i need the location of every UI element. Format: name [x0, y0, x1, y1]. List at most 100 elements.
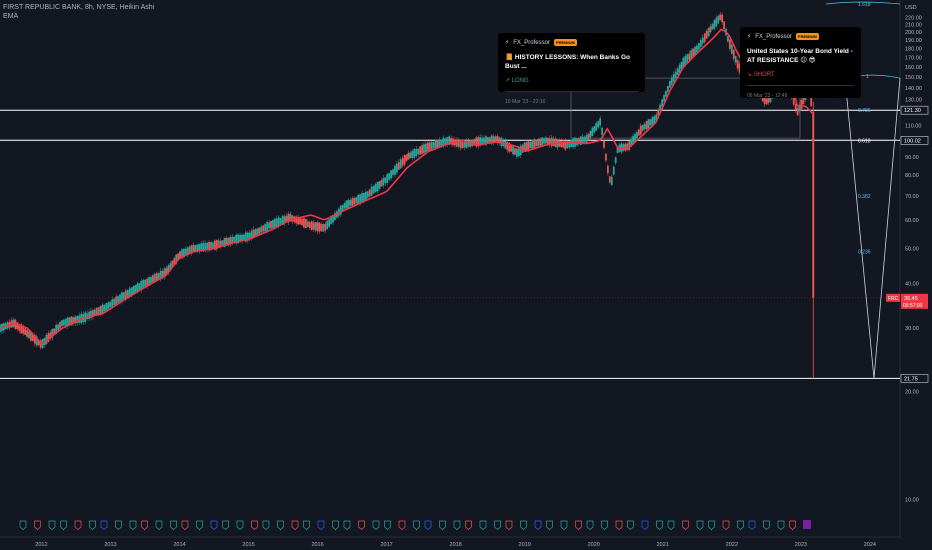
candle-body[interactable] [275, 218, 278, 227]
candle-body[interactable] [95, 308, 98, 316]
earnings-event-marker[interactable] [303, 520, 310, 530]
candle-body[interactable] [53, 328, 56, 335]
candle-body[interactable] [128, 288, 131, 297]
earnings-event-marker[interactable] [748, 520, 756, 530]
candle-body[interactable] [610, 176, 613, 186]
candle-body[interactable] [152, 275, 154, 283]
candle-body[interactable] [227, 237, 230, 245]
candle-body[interactable] [281, 215, 284, 225]
candle-body[interactable] [622, 144, 625, 151]
candle-body[interactable] [250, 230, 253, 240]
candle-body[interactable] [28, 331, 30, 339]
candle-body[interactable] [206, 242, 209, 251]
candle-body[interactable] [674, 71, 677, 78]
candle-body[interactable] [605, 153, 607, 161]
candle-body[interactable] [334, 213, 336, 221]
candle-body[interactable] [239, 234, 241, 242]
candle-body[interactable] [709, 26, 712, 33]
candle-body[interactable] [446, 137, 449, 145]
candle-body[interactable] [637, 129, 640, 136]
candle-body[interactable] [591, 127, 594, 136]
candle-body[interactable] [161, 270, 164, 277]
candle-body[interactable] [279, 218, 282, 224]
candle-body[interactable] [235, 234, 238, 244]
candle-body[interactable] [57, 324, 59, 331]
candle-body[interactable] [62, 319, 65, 326]
candle-body[interactable] [792, 97, 795, 105]
candle-body[interactable] [301, 218, 303, 226]
candle-body[interactable] [682, 57, 685, 67]
candle-body[interactable] [26, 329, 29, 337]
candle-body[interactable] [217, 240, 220, 248]
candle-body[interactable] [310, 221, 313, 231]
candle-body[interactable] [765, 98, 768, 105]
candle-body[interactable] [723, 21, 725, 30]
candle-body[interactable] [802, 97, 805, 105]
candle-body[interactable] [372, 185, 375, 194]
candle-body[interactable] [541, 137, 543, 146]
candle-body[interactable] [721, 14, 724, 23]
candle-body[interactable] [361, 193, 363, 203]
candle-body[interactable] [111, 299, 114, 307]
candle-body[interactable] [140, 280, 143, 291]
candle-body[interactable] [655, 114, 658, 121]
candle-body[interactable] [328, 219, 331, 227]
candle-body[interactable] [444, 138, 447, 145]
candle-body[interactable] [175, 254, 178, 264]
candle-body[interactable] [473, 139, 476, 146]
candle-body[interactable] [297, 216, 300, 225]
candle-body[interactable] [676, 68, 679, 75]
candle-body[interactable] [390, 170, 392, 179]
candle-body[interactable] [146, 278, 149, 286]
candle-body[interactable] [800, 99, 803, 110]
candle-body[interactable] [727, 35, 729, 42]
candle-body[interactable] [324, 223, 327, 231]
candle-body[interactable] [136, 283, 139, 292]
earnings-event-marker[interactable] [317, 520, 325, 530]
earnings-event-marker[interactable] [520, 520, 527, 530]
candle-body[interactable] [86, 313, 89, 320]
candle-body[interactable] [289, 213, 292, 222]
candle-body[interactable] [49, 332, 52, 339]
candle-body[interactable] [680, 61, 683, 69]
candle-body[interactable] [241, 234, 243, 242]
earnings-event-marker[interactable] [141, 520, 148, 530]
candle-body[interactable] [624, 143, 627, 151]
candle-body[interactable] [428, 142, 431, 151]
candle-body[interactable] [76, 315, 79, 324]
symbol-header[interactable]: FIRST REPUBLIC BANK, 8h, NYSE, Heikin As… [3, 4, 155, 11]
candle-body[interactable] [639, 125, 642, 135]
earnings-event-marker[interactable] [100, 520, 108, 530]
earnings-event-marker[interactable] [251, 520, 258, 530]
candle-body[interactable] [498, 137, 501, 144]
candle-body[interactable] [796, 107, 799, 116]
candle-body[interactable] [130, 287, 133, 296]
candle-body[interactable] [486, 137, 489, 144]
candle-body[interactable] [711, 23, 714, 30]
candle-body[interactable] [347, 199, 350, 208]
candle-body[interactable] [97, 307, 100, 315]
idea-card-bond-yield[interactable]: ⚡ FX_Professor PREMIUM United States 10-… [740, 27, 861, 99]
candle-body[interactable] [349, 200, 352, 206]
candle-body[interactable] [268, 222, 271, 229]
candle-body[interactable] [72, 317, 75, 324]
candle-body[interactable] [490, 135, 493, 144]
candle-body[interactable] [668, 80, 671, 88]
candle-body[interactable] [24, 328, 27, 335]
candle-body[interactable] [479, 137, 482, 146]
candle-body[interactable] [738, 63, 741, 73]
candle-body[interactable] [287, 213, 290, 223]
candle-body[interactable] [703, 33, 706, 43]
candle-body[interactable] [585, 135, 588, 143]
candle-body[interactable] [93, 309, 96, 316]
candle-body[interactable] [343, 203, 346, 209]
candle-body[interactable] [539, 138, 542, 146]
candle-body[interactable] [438, 140, 441, 147]
candle-body[interactable] [190, 245, 193, 254]
candle-body[interactable] [368, 189, 371, 197]
candle-body[interactable] [686, 54, 689, 63]
earnings-event-marker[interactable] [546, 520, 553, 530]
candle-body[interactable] [411, 150, 414, 158]
candle-body[interactable] [179, 251, 181, 259]
candle-body[interactable] [397, 162, 400, 170]
